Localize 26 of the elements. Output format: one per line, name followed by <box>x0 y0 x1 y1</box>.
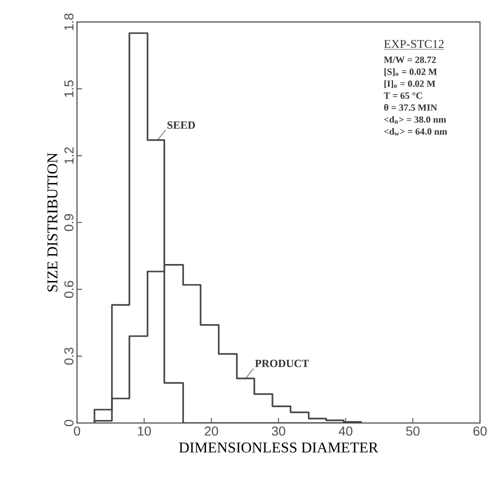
y-tick-label: 1.8 <box>64 14 74 30</box>
y-tick-label: 0.3 <box>64 348 74 365</box>
y-tick-label: 0.6 <box>64 280 74 298</box>
x-tick-label: 10 <box>138 426 151 436</box>
annotation: θ = 37.5 MIN <box>384 104 438 111</box>
annotation: <d$_{n}$> = 38.0 nm <box>384 116 446 124</box>
x-tick-label: 0 <box>74 426 80 436</box>
y-tick-label: 1.2 <box>64 147 74 164</box>
x-tick-label: 40 <box>338 426 352 436</box>
y-axis-title: SIZE DISTRIBUTION <box>47 152 58 292</box>
x-tick-label: 30 <box>272 426 286 436</box>
y-tick-label: 1.5 <box>64 80 74 97</box>
y-tick-label: 0.9 <box>64 214 74 231</box>
x-tick-label: 50 <box>406 426 420 436</box>
x-tick-label: 60 <box>473 426 487 436</box>
annotation: [I]$_{o}$ = 0.02 M <box>384 80 436 88</box>
y-tick-label: 0 <box>64 420 74 426</box>
annotation: M/W = 28.72 <box>384 56 436 64</box>
series-label: SEED <box>167 121 195 129</box>
series-label: PRODUCT <box>255 360 309 368</box>
x-axis-title: DIMENSIONLESS DIAMETER <box>179 442 378 453</box>
x-tick-label: 20 <box>204 426 218 436</box>
annotation: T = 65 °C <box>384 92 422 99</box>
annotation: [S]$_{o}$ = 0.02 M <box>384 68 437 76</box>
annotation: <d$_{w}$> = 64.0 nm <box>384 128 448 136</box>
annotation: EXP-STC12 <box>384 40 444 48</box>
